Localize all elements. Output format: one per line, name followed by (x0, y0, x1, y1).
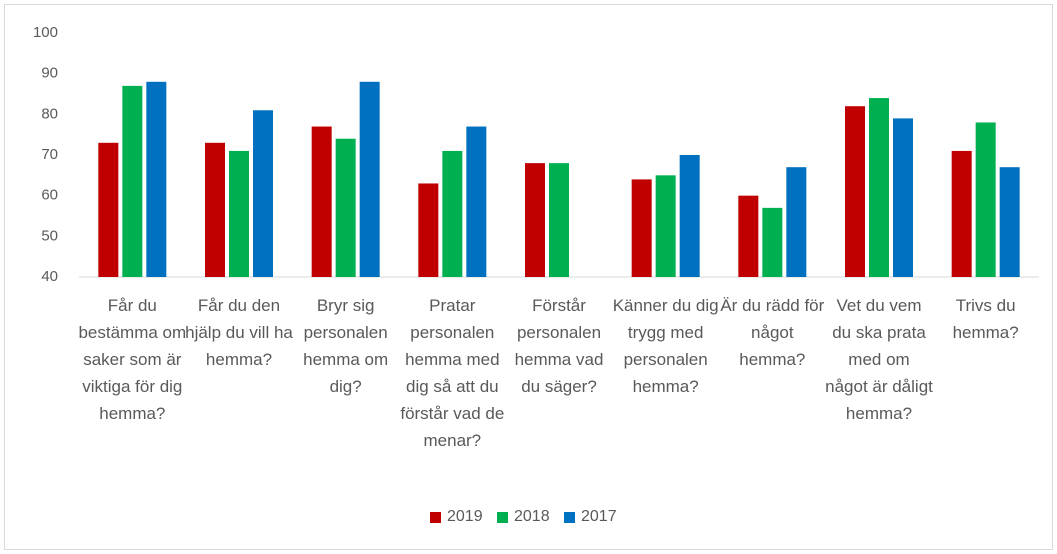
chart-border (4, 4, 1053, 550)
bar (549, 163, 569, 277)
bar (679, 155, 700, 277)
bar (122, 85, 143, 277)
bar (466, 126, 487, 278)
bar (359, 81, 380, 277)
legend-label: 2018 (514, 508, 550, 525)
x-tick-label: Pratar personalen hemma med dig så att d… (400, 296, 505, 450)
bar (951, 150, 972, 277)
legend-swatch (430, 511, 441, 523)
y-tick-label: 50 (41, 227, 58, 244)
bar (311, 126, 332, 278)
x-tick-label: Får du den hjälp du vill ha hemma? (185, 296, 293, 369)
bar (845, 106, 865, 277)
legend-item: 2019 (430, 508, 483, 526)
bar (999, 167, 1020, 277)
x-tick-label: Vet du vem du ska prata med om något är … (825, 296, 933, 423)
bar (762, 207, 783, 277)
bar (253, 110, 273, 278)
bar (205, 142, 225, 277)
bar (631, 179, 652, 277)
y-tick-label: 40 (41, 268, 58, 285)
legend-swatch (497, 511, 508, 523)
legend-item: 2017 (564, 508, 617, 526)
x-tick-label: Är du rädd för något hemma? (720, 296, 825, 369)
bar (146, 81, 167, 277)
x-tick-label: Bryr sig personalen hemma om dig? (303, 296, 389, 396)
bar (335, 138, 356, 277)
bar (975, 122, 996, 277)
bar (655, 175, 676, 277)
bar (738, 195, 759, 277)
legend-label: 2019 (447, 508, 483, 525)
y-tick-label: 80 (41, 105, 58, 122)
bar (786, 167, 807, 277)
x-tick-label: Trivs du hemma? (952, 296, 1019, 342)
y-tick-label: 100 (33, 24, 58, 41)
legend-swatch (564, 511, 575, 523)
y-tick-label: 70 (41, 146, 58, 163)
y-tick-label: 60 (41, 187, 58, 204)
y-tick-label: 90 (41, 65, 58, 82)
bar (98, 142, 119, 277)
bar (869, 98, 889, 277)
bar (442, 150, 463, 277)
x-tick-label: Förstår personalen hemma vad du säger? (514, 296, 604, 396)
bar (229, 150, 249, 277)
bar (893, 118, 913, 278)
bar (418, 183, 439, 277)
bar (525, 163, 545, 277)
x-tick-label: Får du bestämma om saker som är viktiga … (78, 296, 187, 423)
legend-item: 2018 (497, 508, 550, 526)
legend-label: 2017 (581, 508, 617, 525)
x-tick-label: Känner du dig trygg med personalen hemma… (612, 296, 719, 396)
